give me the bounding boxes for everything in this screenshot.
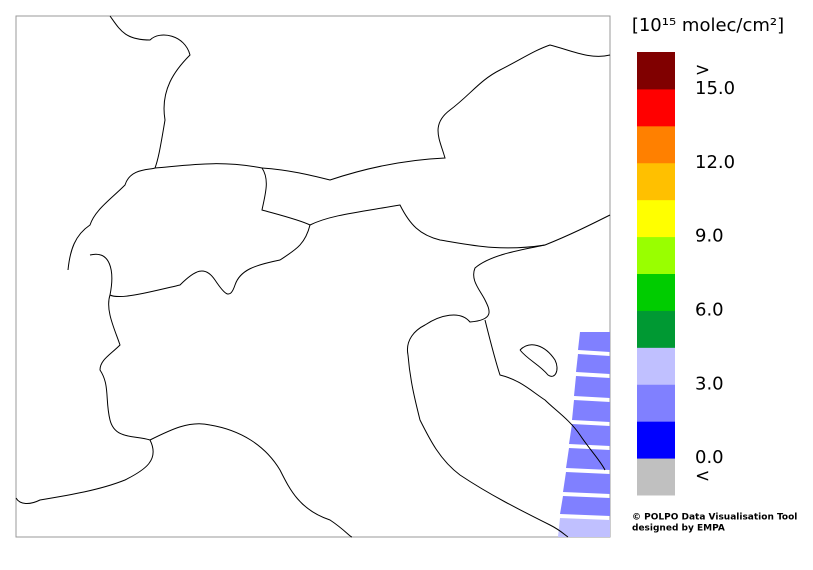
footer-line: designed by EMPA xyxy=(632,524,725,534)
colorbar-segment xyxy=(637,162,675,201)
satellite-swath xyxy=(558,332,610,537)
colorbar-tick-label: 12.0 xyxy=(695,152,735,173)
colorbar-segment xyxy=(637,421,675,459)
border xyxy=(261,44,611,181)
border xyxy=(406,244,546,356)
map-frame xyxy=(15,15,611,538)
coast xyxy=(149,423,353,538)
colorbar-segment xyxy=(637,347,675,385)
colorbar-tick-label: 0.0 xyxy=(695,447,724,468)
footer-line: © POLPO Data Visualisation Tool xyxy=(632,513,797,523)
colorbar-segment xyxy=(637,458,675,496)
colorbar-tick-label: 9.0 xyxy=(695,226,724,247)
coast xyxy=(484,319,606,471)
colorbar-segment xyxy=(637,199,675,238)
colorbar-over-label: > xyxy=(695,59,710,80)
colorbar-segment xyxy=(637,273,675,311)
colorbar-unit: [10¹⁵ molec/cm²] xyxy=(632,15,784,36)
colorbar-segment xyxy=(637,384,675,422)
map xyxy=(15,15,611,538)
coast xyxy=(407,354,569,538)
colorbar-segment xyxy=(637,88,675,127)
colorbar-tick-label: 15.0 xyxy=(695,78,735,99)
colorbar-segment xyxy=(637,125,675,164)
coast xyxy=(519,344,558,377)
colorbar-segment xyxy=(637,236,675,274)
colorbar-tick-label: 3.0 xyxy=(695,373,724,394)
colorbar-tick-label: 6.0 xyxy=(695,299,724,320)
colorbar: 0.0 3.0 6.0 9.0 12.0 15.0> < xyxy=(637,52,735,496)
border xyxy=(67,15,191,271)
colorbar-segment xyxy=(637,310,675,348)
border xyxy=(89,224,311,298)
colorbar-segment xyxy=(637,52,675,90)
colorbar-under-label: < xyxy=(695,466,710,487)
border xyxy=(15,294,154,504)
